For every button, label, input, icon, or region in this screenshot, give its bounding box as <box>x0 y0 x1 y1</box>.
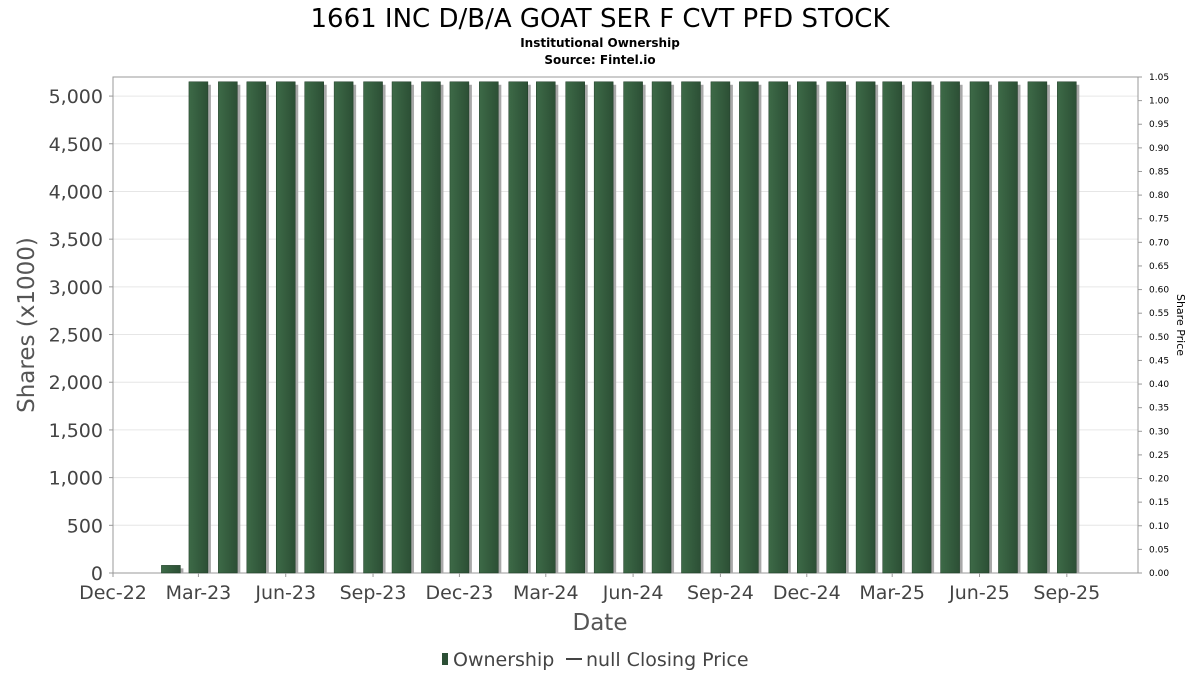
x-tick-label: Mar-25 <box>859 582 925 604</box>
bar <box>1027 81 1048 574</box>
y-right-tick-label: 0.45 <box>1149 356 1169 366</box>
bar <box>536 81 556 574</box>
bar <box>911 81 932 574</box>
bar <box>391 81 412 574</box>
legend-price-label: null Closing Price <box>586 649 749 671</box>
chart-source: Source: Fintel.io <box>544 53 655 67</box>
x-tick-label: Mar-23 <box>166 582 232 604</box>
y-right-tick-label: 0.90 <box>1149 144 1169 154</box>
x-tick-label: Jun-25 <box>948 582 1010 604</box>
y-axis-right-label: Share Price <box>1174 294 1187 356</box>
bar <box>969 81 990 574</box>
bar <box>275 81 296 574</box>
bar <box>855 81 876 574</box>
y-axis-label: Shares (x1000) <box>14 237 40 413</box>
x-axis-label: Date <box>573 610 628 636</box>
bar <box>161 565 181 574</box>
bar <box>304 81 324 574</box>
y-right-tick-label: 0.80 <box>1149 191 1169 201</box>
y-right-tick-label: 0.40 <box>1149 380 1169 390</box>
bar <box>218 81 238 574</box>
bar <box>188 81 209 574</box>
x-tick-label: Dec-22 <box>79 582 147 604</box>
bar <box>508 81 529 574</box>
bar <box>421 81 441 574</box>
x-tick-label: Mar-24 <box>513 582 579 604</box>
y-right-tick-label: 0.50 <box>1149 333 1169 343</box>
y-right-tick-label: 0.70 <box>1149 238 1169 248</box>
y-right-tick-label: 0.20 <box>1149 475 1169 485</box>
bar <box>246 81 267 574</box>
y-tick-label: 1,500 <box>49 420 103 442</box>
y-right-tick-label: 0.60 <box>1149 286 1169 296</box>
y-right-tick-label: 0.25 <box>1149 451 1169 461</box>
bar <box>593 81 614 574</box>
bar <box>710 81 731 574</box>
y-right-tick-label: 0.95 <box>1149 120 1169 130</box>
bar <box>363 81 383 574</box>
bar <box>681 81 701 574</box>
y-tick-label: 1,000 <box>49 468 103 490</box>
y-tick-label: 5,000 <box>49 86 103 108</box>
legend-ownership-swatch <box>442 653 448 665</box>
bar <box>739 81 759 574</box>
bar <box>998 81 1018 574</box>
x-axis: Dec-22 Mar-23 Jun-23 Sep-23 Dec-23 Mar-24 Jun-… <box>79 573 1100 604</box>
y-right-tick-label: 1.00 <box>1149 97 1169 107</box>
y-right-tick-label: 0.30 <box>1149 427 1169 437</box>
y-tick-label: 3,500 <box>49 229 103 251</box>
y-axis-left: 0 500 1,000 1,500 2,000 2,500 3,000 3,500 4,000 4… <box>49 86 113 585</box>
x-tick-label: Dec-24 <box>773 582 841 604</box>
x-tick-label: Sep-24 <box>687 582 754 604</box>
x-tick-label: Sep-23 <box>340 582 407 604</box>
bar <box>333 81 354 574</box>
y-right-tick-label: 0.10 <box>1149 522 1169 532</box>
x-tick-label: Dec-23 <box>426 582 494 604</box>
y-right-tick-label: 0.65 <box>1149 262 1169 272</box>
chart-title: 1661 INC D/B/A GOAT SER F CVT PFD STOCK <box>310 4 890 34</box>
y-tick-label: 0 <box>91 563 103 585</box>
legend-ownership-label: Ownership <box>453 649 554 671</box>
y-tick-label: 3,000 <box>49 277 103 299</box>
bars <box>161 81 1080 574</box>
y-right-tick-label: 1.05 <box>1149 73 1169 83</box>
y-tick-label: 4,000 <box>49 181 103 203</box>
y-tick-label: 2,500 <box>49 325 103 347</box>
bar <box>449 81 470 574</box>
y-right-tick-label: 0.05 <box>1149 545 1169 555</box>
y-tick-label: 4,500 <box>49 134 103 156</box>
legend: Ownership null Closing Price <box>442 649 749 671</box>
bar <box>768 81 789 574</box>
bar <box>882 81 902 574</box>
chart-subtitle: Institutional Ownership <box>520 36 680 50</box>
y-right-tick-label: 0.55 <box>1149 309 1169 319</box>
y-axis-right: 0.00 0.05 0.10 0.15 0.20 0.25 0.30 0.35 0.40 0.45… <box>1138 73 1169 579</box>
bar <box>565 81 585 574</box>
y-right-tick-label: 0.00 <box>1149 569 1169 579</box>
y-right-tick-label: 0.35 <box>1149 404 1169 414</box>
bar <box>1057 81 1077 574</box>
x-tick-label: Jun-24 <box>602 582 664 604</box>
y-right-tick-label: 0.15 <box>1149 498 1169 508</box>
y-right-tick-label: 0.75 <box>1149 215 1169 225</box>
y-tick-label: 2,000 <box>49 372 103 394</box>
y-tick-label: 500 <box>67 515 103 537</box>
bar <box>623 81 643 574</box>
bar <box>651 81 672 574</box>
bar <box>940 81 960 574</box>
bar <box>479 81 499 574</box>
x-tick-label: Jun-23 <box>254 582 316 604</box>
x-tick-label: Sep-25 <box>1033 582 1100 604</box>
bar <box>797 81 817 574</box>
y-right-tick-label: 0.85 <box>1149 167 1169 177</box>
bar <box>826 81 846 574</box>
